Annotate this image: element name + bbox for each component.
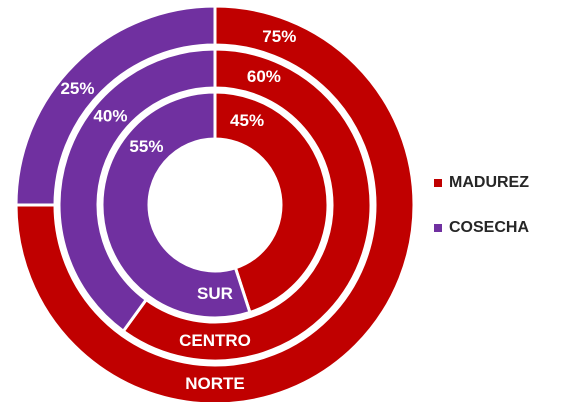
donut-segment	[100, 90, 252, 320]
legend-label: COSECHA	[449, 219, 529, 236]
data-label: 25%	[60, 79, 94, 98]
legend-swatch	[434, 179, 442, 187]
ring-label: NORTE	[185, 374, 245, 393]
data-label: 40%	[93, 107, 127, 126]
donut-segment	[14, 4, 416, 402]
donut-segment	[14, 4, 217, 207]
legend-label: MADUREZ	[449, 174, 529, 191]
donut-segment	[121, 47, 373, 363]
data-label: 45%	[230, 111, 264, 130]
data-label: 60%	[247, 67, 281, 86]
ring-label: SUR	[197, 284, 233, 303]
data-label: 75%	[262, 27, 296, 46]
donut-segment	[213, 90, 330, 315]
ring-label: CENTRO	[179, 331, 251, 350]
legend-swatch	[434, 224, 442, 232]
data-label: 55%	[129, 137, 163, 156]
donut-segment	[57, 47, 217, 334]
